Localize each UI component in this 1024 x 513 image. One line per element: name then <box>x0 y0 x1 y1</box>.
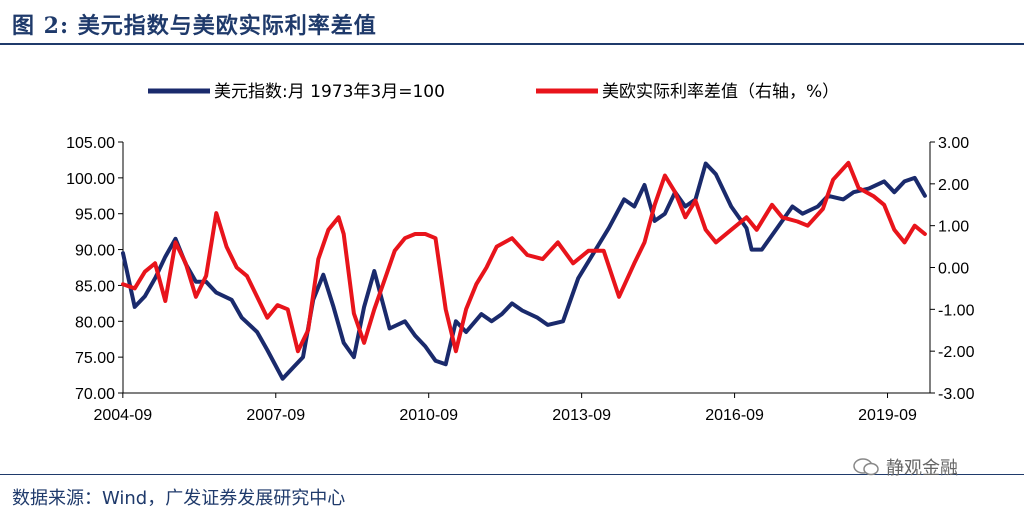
plot-area <box>121 160 927 381</box>
left-tick-label: 95.00 <box>75 207 115 224</box>
right-tick-label: 0.00 <box>938 261 969 278</box>
left-tick-label: 80.00 <box>75 314 115 331</box>
right-tick-label: 3.00 <box>938 135 969 152</box>
left-tick-label: 75.00 <box>75 350 115 367</box>
legend-label-dxy: 美元指数:月 1973年3月=100 <box>214 82 445 102</box>
wechat-icon <box>853 458 879 476</box>
left-tick-label: 70.00 <box>75 386 115 403</box>
x-tick-label: 2013-09 <box>552 407 611 424</box>
series-line-spread <box>121 160 927 354</box>
legend: 美元指数:月 1973年3月=100 美欧实际利率差值（右轴，%） <box>148 82 839 102</box>
watermark: 静观金融 <box>852 454 958 480</box>
axes: 105.00 100.00 95.00 90.00 85.00 80.00 75.00 70.… <box>66 135 975 424</box>
x-tick-label: 2019-09 <box>858 407 917 424</box>
right-tick-label: 1.00 <box>938 219 969 236</box>
x-tick-label: 2010-09 <box>399 407 458 424</box>
left-tick-label: 100.00 <box>66 171 115 188</box>
x-tick-label: 2007-09 <box>246 407 305 424</box>
left-tick-label: 105.00 <box>66 135 115 152</box>
legend-label-spread: 美欧实际利率差值（右轴，%） <box>602 82 839 102</box>
source-note: 数据来源：Wind，广发证券发展研究中心 <box>12 488 346 509</box>
right-tick-label: 2.00 <box>938 177 969 194</box>
watermark-text: 静观金融 <box>886 458 958 479</box>
x-tick-label: 2016-09 <box>705 407 764 424</box>
right-tick-label: -1.00 <box>938 302 975 319</box>
figure-title: 图 2: 美元指数与美欧实际利率差值 <box>12 13 377 39</box>
left-tick-label: 85.00 <box>75 278 115 295</box>
x-tick-label: 2004-09 <box>93 407 152 424</box>
right-tick-label: -2.00 <box>938 344 975 361</box>
title-rule <box>0 43 1024 45</box>
right-tick-label: -3.00 <box>938 386 975 403</box>
footer-rule <box>0 474 1024 475</box>
left-tick-label: 90.00 <box>75 243 115 260</box>
